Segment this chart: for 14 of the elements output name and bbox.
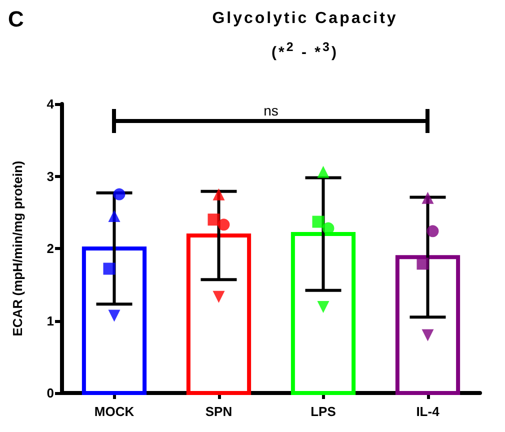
text: C xyxy=(8,6,24,32)
x-tick-label: LPS xyxy=(310,404,336,419)
y-tick-label: 1 xyxy=(46,313,54,328)
annotation: ns xyxy=(264,102,278,118)
chart-title: Glycolytic Capacity xyxy=(211,10,399,28)
y-tick-label: 3 xyxy=(46,168,54,184)
y-tick-label: 0 xyxy=(46,386,54,400)
x-tick-label: IL-4 xyxy=(416,404,440,419)
chart-subtitle: (*$^{2}$ - *$^{3}$) xyxy=(270,40,340,61)
x-tick-label: MOCK xyxy=(94,404,135,419)
x-tick-label: SPN xyxy=(205,404,232,419)
y-tick-label: 2 xyxy=(46,241,54,256)
y-axis-title: ECAR (mpH/min/mg protein) xyxy=(10,160,25,336)
y-tick-label: 4 xyxy=(46,96,55,112)
